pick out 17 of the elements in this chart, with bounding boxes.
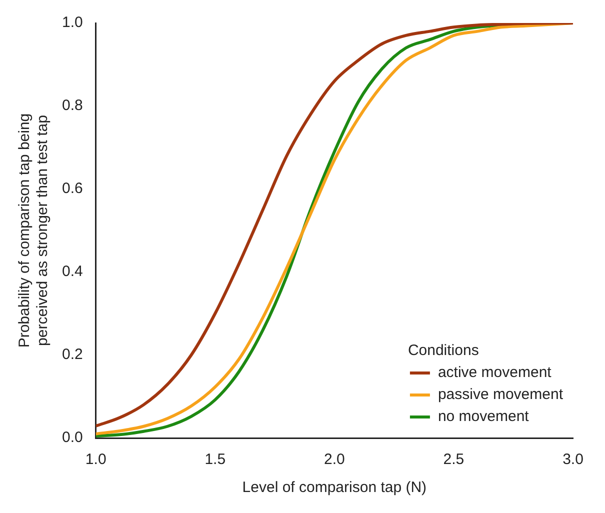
x-axis-title: Level of comparison tap (N) — [242, 479, 427, 496]
y-axis-title: Probability of comparison tap being perceived as stronger than test tap — [16, 113, 52, 348]
x-tick-label: 2.0 — [324, 451, 345, 468]
x-tick-label: 1.5 — [204, 451, 226, 468]
legend-label: passive movement — [438, 386, 564, 404]
y-tick-label: 0.0 — [62, 429, 83, 446]
y-tick-label: 0.6 — [62, 180, 83, 198]
y-tick-label: 0.8 — [62, 97, 83, 114]
y-tick-label: 0.4 — [62, 263, 83, 280]
y-tick-label: 0.2 — [62, 346, 83, 364]
x-tick-label: 2.5 — [443, 451, 464, 468]
legend-label: active movement — [438, 364, 552, 382]
x-tick-label: 1.0 — [85, 451, 106, 468]
legend-title: Conditions — [408, 342, 479, 360]
y-tick-label: 1.0 — [62, 14, 83, 32]
x-tick-label: 3.0 — [562, 451, 584, 468]
legend-label: no movement — [438, 408, 530, 426]
